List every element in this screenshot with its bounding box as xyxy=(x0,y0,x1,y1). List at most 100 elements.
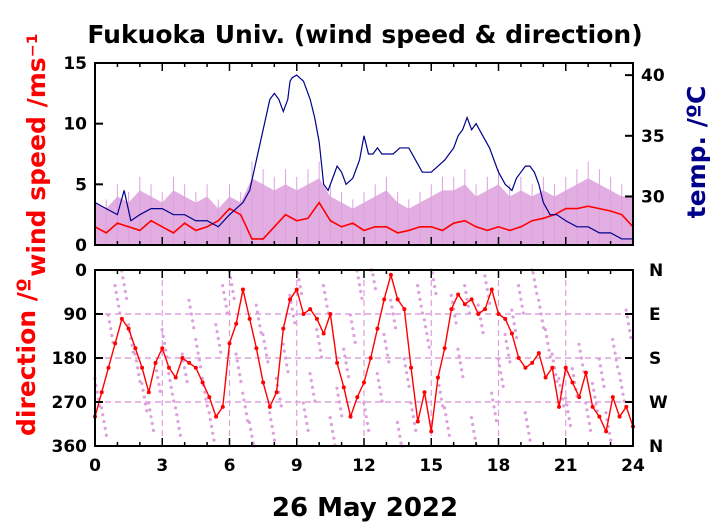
direction-point-light xyxy=(491,398,495,402)
direction-point-light xyxy=(204,397,208,401)
direction-point-light xyxy=(431,278,436,282)
hour-tick-label: 18 xyxy=(487,456,511,476)
direction-point-light xyxy=(458,361,462,365)
direction-point-light xyxy=(160,328,164,332)
direction-point xyxy=(429,429,434,434)
direction-point-light xyxy=(290,307,294,311)
direction-point-light xyxy=(524,418,529,422)
direction-point-light xyxy=(467,311,472,315)
direction-point-light xyxy=(161,334,165,339)
direction-point-light xyxy=(618,378,623,383)
direction-point xyxy=(173,375,178,380)
direction-point-light xyxy=(180,352,184,356)
bottom-panel-frame xyxy=(95,270,633,446)
direction-point xyxy=(146,390,151,395)
direction-point-light xyxy=(496,357,500,361)
direction-point xyxy=(362,380,366,385)
direction-point-light xyxy=(187,298,191,302)
direction-point-light xyxy=(414,428,418,432)
direction-point-light xyxy=(389,298,393,302)
direction-point-light xyxy=(566,410,570,414)
top-axis-ticks: 0 5 10 15 30 35 40 xyxy=(63,54,665,256)
direction-point-light xyxy=(403,364,407,368)
direction-point-light xyxy=(214,323,218,327)
direction-point-light xyxy=(523,411,527,415)
hour-tick-label: 9 xyxy=(291,456,303,476)
direction-point-light xyxy=(601,377,605,382)
direction-point-light xyxy=(236,366,241,370)
direction-point-light xyxy=(121,276,125,280)
direction-point-light xyxy=(541,326,546,330)
direction-tick-label: 270 xyxy=(52,393,88,413)
direction-point xyxy=(610,395,615,400)
direction-point-light xyxy=(585,408,589,412)
direction-point-light xyxy=(328,416,332,420)
direction-point-light xyxy=(379,392,383,396)
direction-point-light xyxy=(359,289,363,294)
direction-point-light xyxy=(114,290,118,295)
direction-point-light xyxy=(526,424,530,429)
hour-tick-label: 6 xyxy=(224,456,236,476)
direction-point-light xyxy=(318,348,322,352)
direction-point-light xyxy=(612,344,616,348)
direction-point xyxy=(113,341,118,346)
compass-tick-label: S xyxy=(649,349,661,369)
direction-point-light xyxy=(264,353,269,357)
direction-point-light xyxy=(230,283,234,287)
direction-point-light xyxy=(346,374,351,379)
direction-point-light xyxy=(356,276,360,280)
direction-point-light xyxy=(494,418,499,423)
direction-point-light xyxy=(592,388,596,392)
direction-point-light xyxy=(211,431,215,435)
direction-point-light xyxy=(225,311,230,315)
direction-point-light xyxy=(254,303,258,307)
direction-point-light xyxy=(234,352,238,356)
direction-point xyxy=(126,326,131,331)
direction-point xyxy=(153,360,158,365)
direction-point-light xyxy=(150,421,154,426)
direction-point-light xyxy=(463,284,467,288)
direction-point-light xyxy=(363,408,367,412)
direction-point-light xyxy=(516,284,521,288)
direction-point-light xyxy=(115,297,120,301)
direction-point-light xyxy=(130,343,134,347)
direction-point-light xyxy=(614,358,618,362)
direction-point-light xyxy=(343,354,347,358)
wind-speed-axis-label: wind speed /ms⁻¹ xyxy=(22,33,51,277)
direction-point-light xyxy=(323,290,327,295)
direction-point-light xyxy=(224,304,228,308)
direction-point-light xyxy=(404,371,409,375)
direction-tick-label: 180 xyxy=(52,349,88,369)
gust-envelope xyxy=(94,161,634,245)
direction-axis-label: direction /º xyxy=(12,278,41,436)
direction-point-light xyxy=(262,339,266,343)
direction-point xyxy=(254,346,259,351)
direction-point xyxy=(563,365,568,370)
hour-tick-label: 0 xyxy=(89,456,101,476)
direction-point-light xyxy=(192,326,196,330)
direction-point-light xyxy=(244,412,248,416)
direction-point-light xyxy=(198,365,203,369)
direction-point-light xyxy=(269,418,273,422)
direction-point xyxy=(200,380,205,385)
direction-point-light xyxy=(554,373,558,377)
direction-point xyxy=(590,404,595,409)
direction-point xyxy=(503,316,508,321)
direction-point-light xyxy=(291,314,296,318)
direction-point-light xyxy=(602,384,606,388)
direction-point-light xyxy=(390,305,394,309)
direction-point-light xyxy=(124,296,129,300)
direction-point-light xyxy=(392,319,396,323)
direction-point-light xyxy=(557,376,561,381)
direction-point xyxy=(234,321,239,326)
direction-tick-label: 90 xyxy=(63,305,87,325)
direction-point-light xyxy=(444,413,448,417)
direction-point-light xyxy=(548,355,552,359)
direction-point-light xyxy=(102,419,106,424)
direction-point-light xyxy=(297,278,301,282)
direction-point-light xyxy=(149,415,153,419)
direction-point xyxy=(402,307,407,312)
direction-point-light xyxy=(302,408,307,412)
direction-point-light xyxy=(395,420,400,425)
